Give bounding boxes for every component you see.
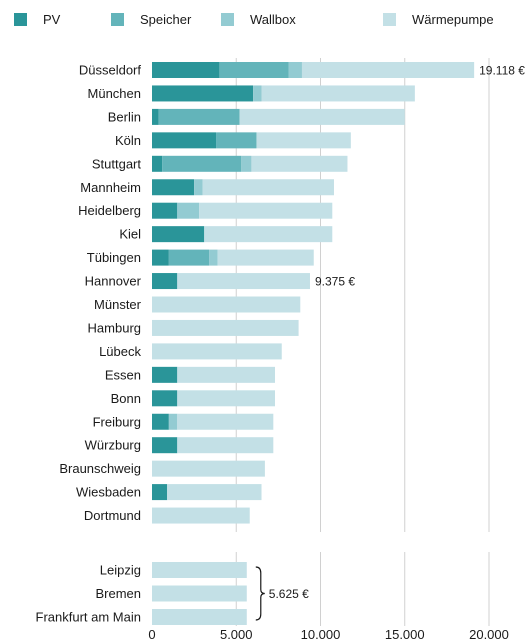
legend: PV Speicher Wallbox Wärmepumpe (14, 12, 494, 27)
bar-segment (152, 226, 205, 243)
bar-segment (199, 202, 333, 219)
bar-segment (261, 85, 415, 102)
category-label: Leipzig (100, 563, 141, 578)
bar-segment (152, 319, 299, 336)
bar-segment (177, 413, 274, 430)
bar-segment (177, 390, 276, 407)
bar-segment (301, 62, 475, 78)
bar-segment (152, 585, 247, 602)
bar-segment (152, 108, 159, 125)
legend-swatch-2 (221, 13, 234, 26)
bar-segment (202, 179, 334, 196)
bar-segment (152, 609, 247, 625)
category-label: Münster (94, 297, 142, 312)
category-label: Hannover (85, 274, 142, 289)
annotation-label: 5.625 € (269, 587, 309, 601)
category-label: Köln (115, 133, 141, 148)
category-label: Bonn (111, 391, 141, 406)
category-label: Bremen (95, 586, 141, 601)
x-tick-label: 0 (148, 627, 155, 642)
bar-segment (152, 62, 220, 78)
x-tick-label: 10.000 (301, 627, 341, 642)
category-label: Würzburg (85, 438, 141, 453)
annotations: 19.118 € 9.375 € 5.625 € (255, 64, 525, 621)
x-tick-label: 20.000 (469, 627, 509, 642)
bar-segment (152, 484, 168, 501)
bar-segment (152, 296, 301, 313)
bar-segment (177, 437, 274, 454)
bar-segment (251, 155, 348, 172)
bar-segment (152, 249, 169, 266)
bar-segment (152, 343, 282, 360)
bar-segment (239, 108, 405, 125)
legend-swatch-3 (383, 13, 396, 26)
bar-segment (209, 249, 218, 266)
category-label: Kiel (119, 227, 141, 242)
bar-segment (152, 273, 178, 290)
bar-segment (204, 226, 333, 243)
x-axis: 0 5.000 10.000 15.000 20.000 (148, 627, 509, 642)
category-label: Frankfurt am Main (36, 610, 141, 625)
category-label: Lübeck (99, 344, 141, 359)
legend-label-0: PV (43, 12, 61, 27)
bar-segment (256, 132, 351, 149)
bar-segment (158, 108, 240, 125)
annotation-label: 19.118 € (479, 64, 525, 78)
x-tick-label: 15.000 (385, 627, 425, 642)
bar-segment (168, 413, 178, 430)
category-label: Hamburg (88, 320, 141, 335)
category-label: Tübingen (87, 250, 141, 265)
bar-segment (168, 249, 210, 266)
category-label: Essen (105, 367, 141, 382)
category-label: Freiburg (93, 414, 141, 429)
bar-segment (219, 62, 289, 78)
bar-segment (253, 85, 262, 102)
legend-label-1: Speicher (140, 12, 192, 27)
category-label: Düsseldorf (79, 63, 142, 78)
bar-segment (152, 155, 163, 172)
bars (152, 62, 475, 625)
category-label: Wiesbaden (76, 485, 141, 500)
bar-segment (177, 273, 310, 290)
bar-segment (152, 85, 254, 102)
category-label: Dortmund (84, 508, 141, 523)
bar-segment (152, 132, 217, 149)
bar-segment (152, 390, 178, 407)
bar-segment (152, 437, 178, 454)
bar-segment (152, 413, 169, 430)
category-label: Heidelberg (78, 203, 141, 218)
bar-segment (152, 179, 195, 196)
legend-swatch-0 (14, 13, 27, 26)
bar-segment (177, 366, 276, 383)
bar-segment (288, 62, 302, 78)
bar-segment (152, 507, 250, 524)
legend-label-2: Wallbox (250, 12, 296, 27)
bar-segment (152, 366, 178, 383)
bar-segment (241, 155, 252, 172)
bar-segment (162, 155, 242, 172)
legend-label-3: Wärmepumpe (412, 12, 494, 27)
category-label: Berlin (108, 109, 141, 124)
x-tick-label: 5.000 (220, 627, 253, 642)
category-label: Mannheim (80, 180, 141, 195)
bar-segment (152, 202, 178, 219)
annotation-label: 9.375 € (315, 275, 355, 289)
bar-segment (194, 179, 203, 196)
bar-segment (216, 132, 257, 149)
category-label: Stuttgart (92, 156, 142, 171)
category-label: München (88, 86, 141, 101)
category-labels: Düsseldorf München Berlin Köln Stuttgart Mann… (36, 63, 142, 625)
bar-segment (152, 562, 247, 578)
legend-swatch-1 (111, 13, 124, 26)
category-label: Braunschweig (59, 461, 141, 476)
annotation-bracket (255, 566, 265, 621)
bar-segment (167, 484, 262, 501)
bar-segment (152, 460, 265, 477)
bar-segment (217, 249, 314, 266)
bar-segment (177, 202, 200, 219)
